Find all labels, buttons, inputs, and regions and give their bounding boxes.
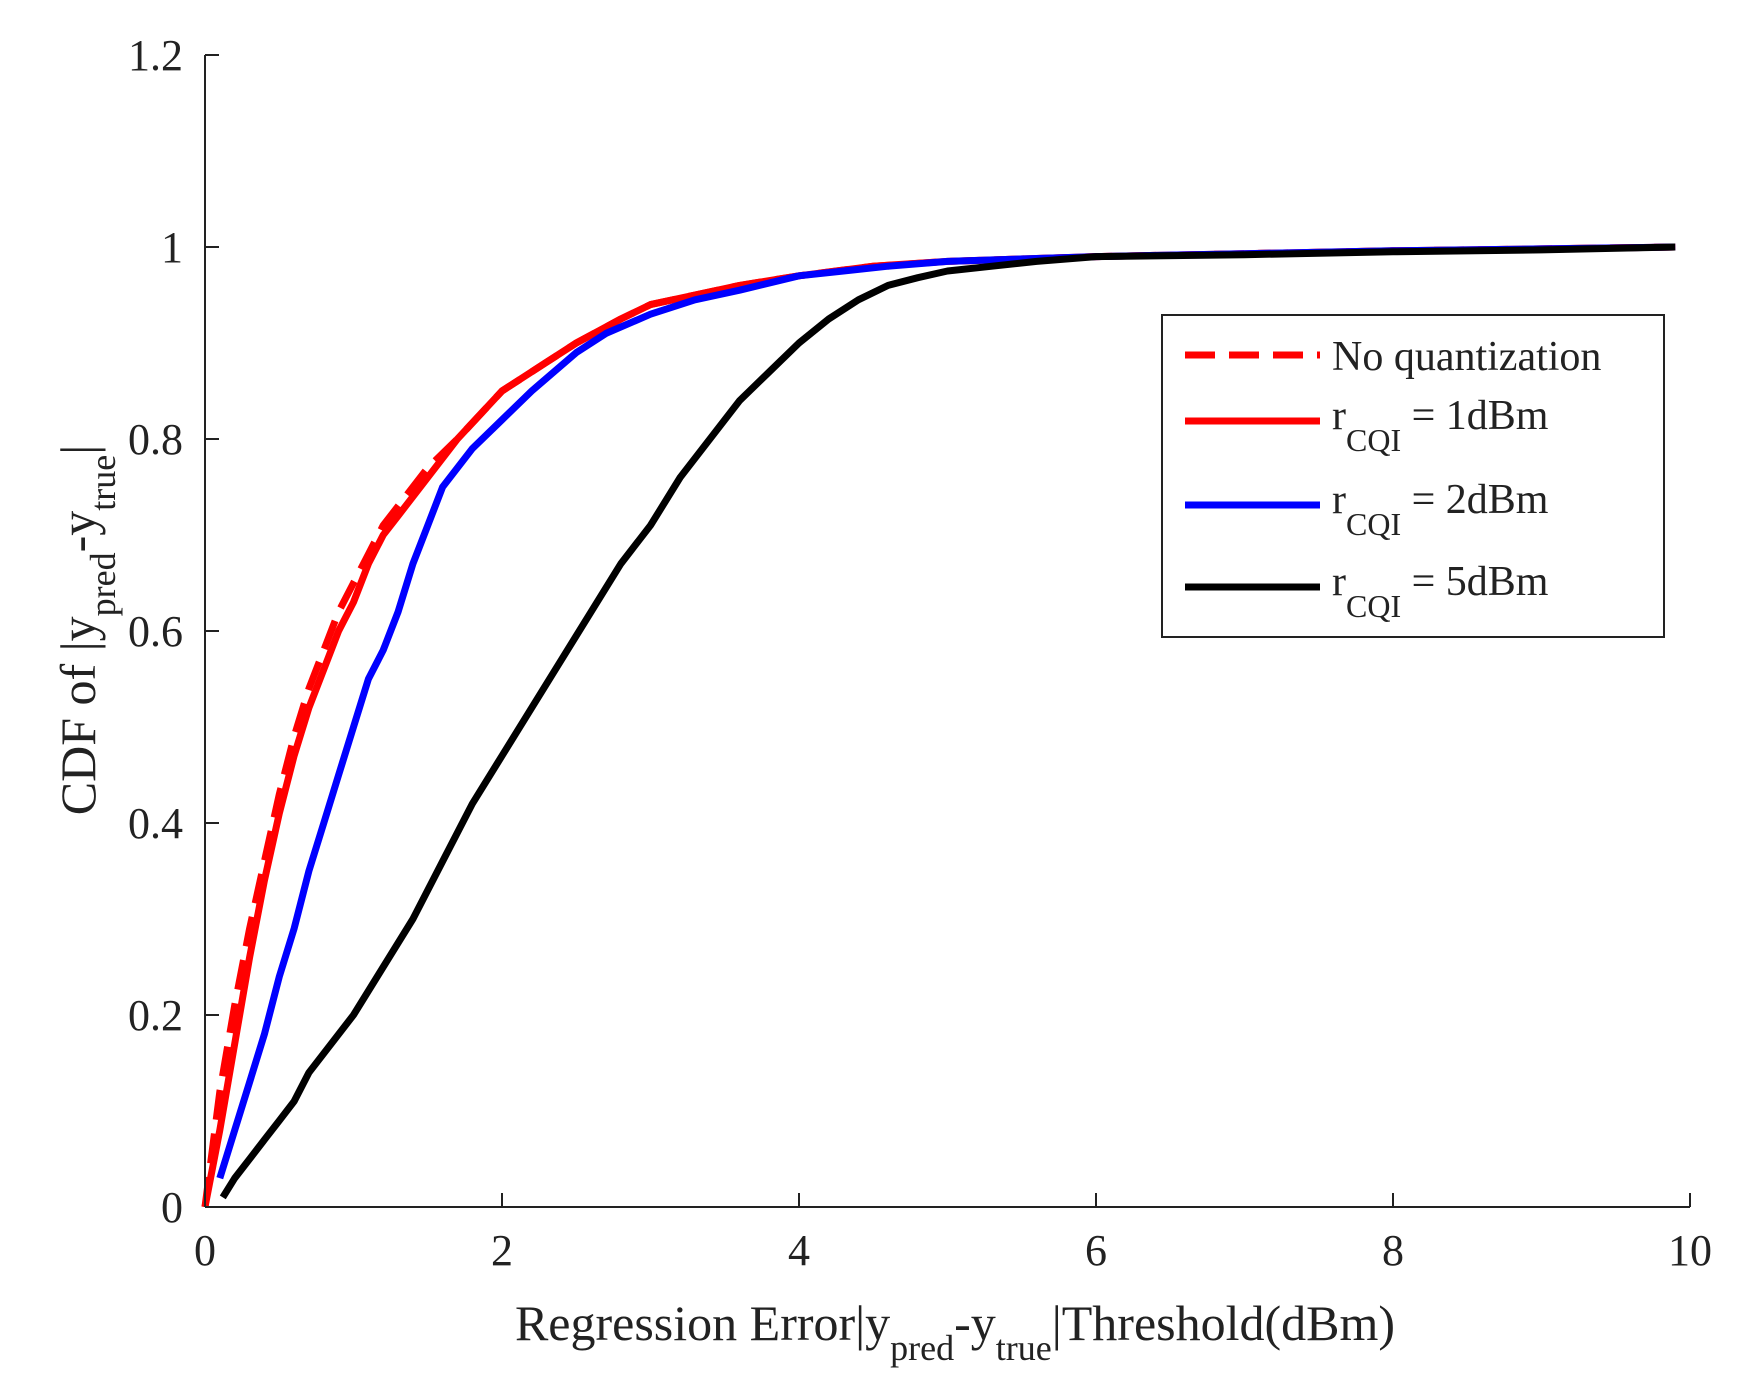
series-line-rcqi-2dbm — [216, 243, 1676, 1180]
series-line-rcqi-5dbm — [219, 243, 1676, 1200]
y-axis-label-sub-pred: pred — [83, 552, 123, 616]
legend-label-rcqi-2dbm: rCQI = 2dBm — [1332, 477, 1549, 542]
legend: No quantization rCQI = 1dBm rCQI = 2dBm … — [1161, 314, 1665, 638]
x-tick-label: 2 — [491, 1226, 513, 1275]
y-axis-label-post: | — [50, 445, 106, 455]
y-tick-label: 0.2 — [128, 991, 183, 1040]
legend-label-value: = 5dBm — [1401, 559, 1549, 605]
legend-label-sub-cqi: CQI — [1346, 422, 1401, 458]
legend-label-r: r — [1332, 393, 1346, 439]
x-axis-label: Regression Error|ypred-ytrue|Threshold(d… — [515, 1295, 1395, 1368]
legend-label-sub-cqi: CQI — [1346, 506, 1401, 542]
y-tick-label: 1 — [161, 223, 183, 272]
x-tick-label: 8 — [1382, 1226, 1404, 1275]
x-axis-label-post: |Threshold(dBm) — [1052, 1295, 1395, 1351]
legend-label-no-quantization-text: No quantization — [1332, 334, 1601, 380]
legend-label-sub-cqi: CQI — [1346, 588, 1401, 624]
y-axis-label-pre: CDF of |y — [50, 616, 106, 815]
legend-label-no-quantization: No quantization — [1332, 334, 1601, 380]
x-tick-label: 10 — [1668, 1226, 1712, 1275]
x-axis-label-pre: Regression Error|y — [515, 1295, 890, 1351]
legend-box — [1161, 314, 1665, 638]
x-tick-label: 0 — [194, 1226, 216, 1275]
y-tick-label: 0.4 — [128, 799, 183, 848]
legend-label-r: r — [1332, 559, 1346, 605]
legend-label-rcqi-5dbm: rCQI = 5dBm — [1332, 559, 1549, 624]
y-axis-label: CDF of |ypred-ytrue| — [50, 445, 123, 816]
y-tick-label: 1.2 — [128, 31, 183, 80]
series-layer — [201, 243, 1676, 1208]
y-tick-label: 0.6 — [128, 607, 183, 656]
x-axis-label-mid: -y — [954, 1295, 996, 1351]
x-axis-label-sub-pred: pred — [890, 1328, 954, 1368]
y-axis-label-sub-true: true — [83, 455, 123, 511]
legend-label-r: r — [1332, 477, 1346, 523]
axes — [204, 54, 1691, 1208]
tick-labels: 0 2 4 6 8 10 0 0.2 0.4 0.6 0.8 1 1.2 — [128, 31, 1712, 1275]
y-tick-label: 0.8 — [128, 415, 183, 464]
legend-label-rcqi-1dbm: rCQI = 1dBm — [1332, 393, 1549, 458]
x-tick-label: 6 — [1085, 1226, 1107, 1275]
y-tick-label: 0 — [161, 1183, 183, 1232]
x-axis-label-sub-true: true — [996, 1328, 1052, 1368]
y-axis-label-mid: -y — [50, 511, 106, 553]
x-tick-label: 4 — [788, 1226, 810, 1275]
legend-label-value: = 2dBm — [1401, 477, 1549, 523]
legend-label-value: = 1dBm — [1401, 393, 1549, 439]
